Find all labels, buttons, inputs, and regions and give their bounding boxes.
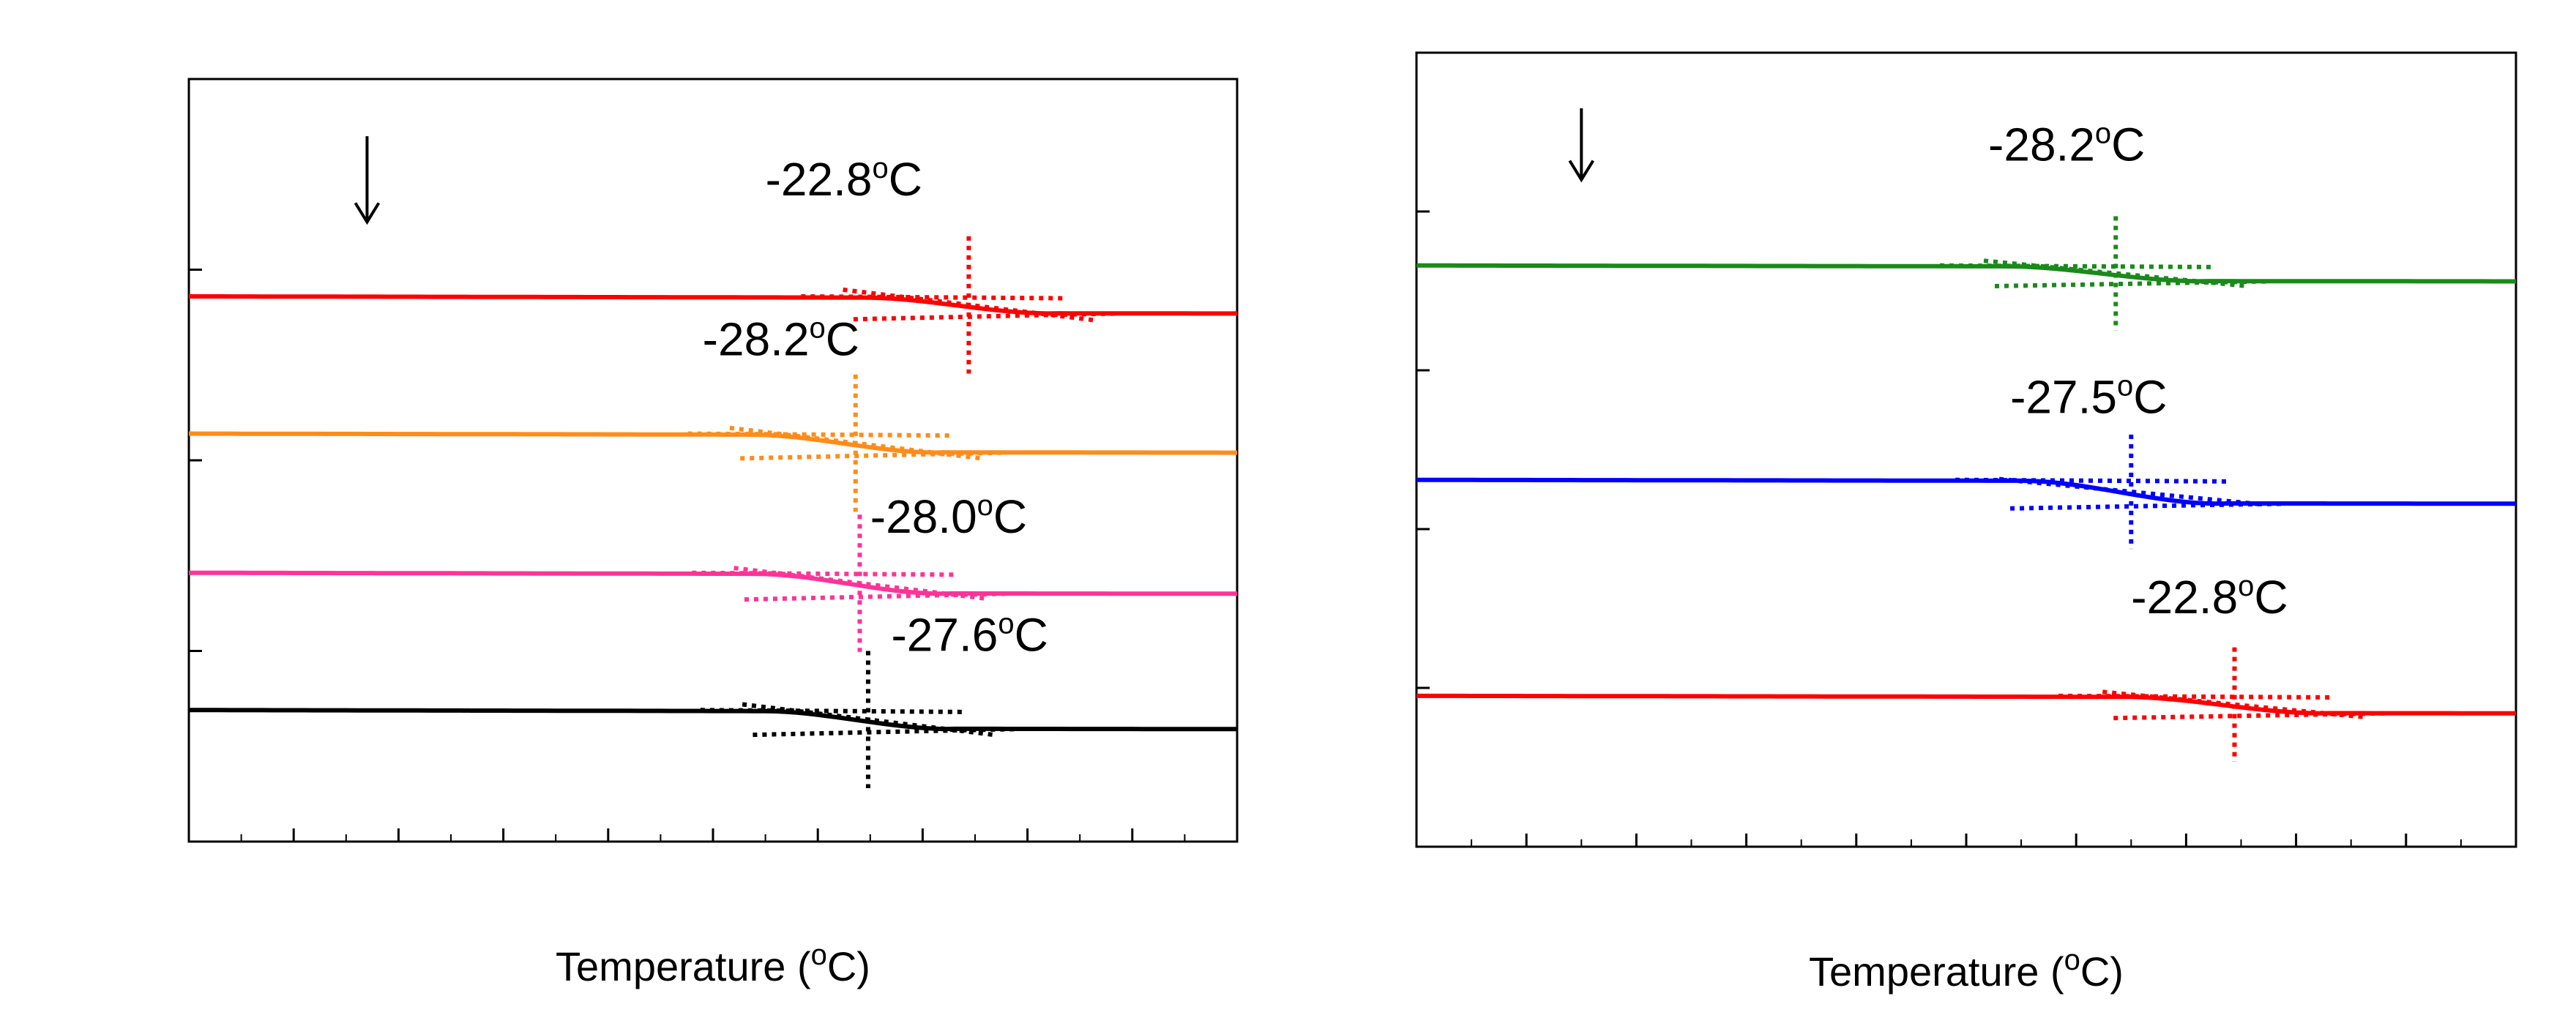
- tangent-lower: [853, 311, 1116, 322]
- tangent-lower: [753, 727, 1015, 738]
- x-axis-title-main: Temperature (: [556, 943, 811, 989]
- tangent-upper: [687, 431, 950, 438]
- series-line-d: [189, 294, 1237, 316]
- tg-annotation: -27.6oC: [891, 608, 1048, 662]
- tangent-upper: [700, 708, 963, 714]
- tangent-transition: [2102, 689, 2367, 720]
- endo-arrow-icon: [354, 202, 381, 225]
- tg-annotation: -28.2oC: [703, 312, 859, 366]
- tangent-transition: [1983, 258, 2248, 288]
- tangent-transition: [1998, 476, 2263, 507]
- tg-annotation-sup: o: [810, 312, 826, 345]
- series-line-b: [189, 570, 1237, 596]
- tg-annotation-sup: o: [872, 152, 888, 184]
- x-axis-title-tail: C): [827, 943, 870, 989]
- x-axis-title-sup: o: [2064, 944, 2080, 976]
- tangent-lower: [2010, 501, 2285, 511]
- tg-annotation-sup: o: [977, 490, 993, 522]
- tg-annotation-value: -27.6: [891, 609, 998, 662]
- tangent-upper: [2058, 693, 2334, 700]
- x-axis-title-sup: o: [811, 939, 827, 971]
- series-line-a: [189, 708, 1237, 732]
- tg-annotation-sup: o: [2117, 370, 2133, 402]
- series-line-c: [188, 431, 1237, 455]
- x-axis-title: Temperature (oC): [556, 939, 870, 989]
- tg-annotation-unit: C: [2133, 371, 2167, 424]
- x-axis-title: Temperature (oC): [1809, 944, 2124, 995]
- tg-annotation-value: -28.2: [1988, 119, 2095, 171]
- tg-annotation-unit: C: [889, 153, 922, 206]
- tg-annotation-unit: C: [1015, 609, 1048, 662]
- tg-annotation-value: -22.8: [2131, 571, 2238, 624]
- tangent-upper: [1955, 477, 2230, 484]
- tg-annotation-value: -27.5: [2010, 371, 2117, 424]
- tg-annotation-unit: C: [2111, 119, 2145, 171]
- tg-annotation-sup: o: [2095, 118, 2111, 150]
- tangent-lower: [740, 450, 1003, 461]
- tg-annotation-unit: C: [2254, 571, 2288, 624]
- tg-annotation-sup: o: [2238, 570, 2254, 602]
- x-axis-title-main: Temperature (: [1809, 948, 2064, 995]
- tg-annotation: -22.8oC: [2131, 570, 2288, 624]
- tg-annotation: -22.8oC: [766, 152, 922, 206]
- tg-annotation-sup: o: [998, 608, 1014, 640]
- series-line-e: [1416, 477, 2516, 506]
- tg-annotation-unit: C: [826, 313, 859, 366]
- tg-annotation-unit: C: [993, 490, 1027, 543]
- tg-annotation: -28.0oC: [870, 490, 1027, 543]
- tg-annotation-value: -22.8: [766, 153, 873, 206]
- tangent-upper: [1939, 263, 2215, 269]
- tangent-lower: [744, 591, 1007, 602]
- series-line-d: [1416, 693, 2516, 716]
- tg-annotation: -27.5oC: [2010, 370, 2167, 424]
- endo-arrow-icon: [1568, 160, 1595, 183]
- tangent-upper: [801, 293, 1064, 301]
- tangent-upper: [692, 570, 955, 577]
- chart-panel-right: Temperature (oC)-22.8oC-27.5oC-28.2oC: [1415, 51, 2517, 995]
- tg-annotation-value: -28.0: [870, 490, 977, 543]
- tg-annotation-value: -28.2: [703, 313, 810, 366]
- series-line-f: [1416, 263, 2516, 284]
- tg-annotation: -28.2oC: [1988, 118, 2145, 171]
- x-axis-title-tail: C): [2080, 948, 2124, 995]
- chart-panel-left: Temperature (oC)-27.6oC-28.0oC-28.2oC-22…: [187, 78, 1239, 989]
